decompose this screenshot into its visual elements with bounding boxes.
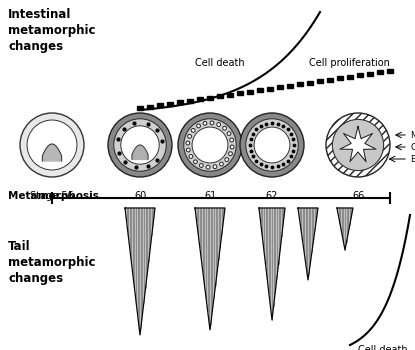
- Polygon shape: [132, 145, 148, 159]
- Bar: [307, 80, 313, 85]
- Bar: [357, 73, 363, 77]
- Bar: [327, 78, 333, 82]
- Circle shape: [188, 134, 191, 138]
- Bar: [297, 82, 303, 86]
- Circle shape: [27, 120, 77, 170]
- Bar: [247, 90, 253, 93]
- Circle shape: [192, 127, 228, 163]
- Circle shape: [223, 126, 227, 130]
- Circle shape: [220, 162, 223, 166]
- Bar: [387, 69, 393, 73]
- Bar: [217, 94, 223, 98]
- Circle shape: [213, 165, 217, 169]
- Circle shape: [189, 155, 193, 158]
- Text: Cell proliferation: Cell proliferation: [309, 58, 390, 68]
- Circle shape: [203, 121, 207, 125]
- Circle shape: [229, 152, 232, 156]
- Circle shape: [227, 132, 231, 135]
- Text: E: E: [410, 154, 415, 163]
- Circle shape: [217, 122, 221, 126]
- Bar: [187, 99, 193, 103]
- Bar: [197, 97, 203, 101]
- Polygon shape: [340, 126, 376, 162]
- Bar: [157, 103, 163, 107]
- Text: Cell death: Cell death: [359, 345, 408, 350]
- Circle shape: [326, 113, 390, 177]
- Bar: [337, 76, 343, 80]
- Circle shape: [178, 113, 242, 177]
- Circle shape: [230, 145, 234, 149]
- Text: Cell death: Cell death: [195, 58, 245, 68]
- Bar: [147, 105, 153, 108]
- Circle shape: [191, 128, 195, 132]
- Text: Stage 56: Stage 56: [30, 191, 74, 201]
- Circle shape: [199, 163, 203, 167]
- Circle shape: [240, 113, 304, 177]
- Circle shape: [186, 141, 190, 145]
- Bar: [207, 96, 213, 99]
- Bar: [377, 70, 383, 74]
- Text: 61: 61: [204, 191, 216, 201]
- Circle shape: [197, 124, 200, 128]
- Text: Tail
metamorphic
changes: Tail metamorphic changes: [8, 240, 95, 285]
- Circle shape: [332, 119, 383, 170]
- Bar: [257, 88, 263, 92]
- Bar: [177, 100, 183, 104]
- Polygon shape: [42, 144, 61, 161]
- Bar: [137, 106, 143, 110]
- Polygon shape: [195, 208, 225, 330]
- Circle shape: [108, 113, 172, 177]
- Text: Metamorphosis: Metamorphosis: [8, 191, 99, 201]
- Bar: [167, 102, 173, 106]
- Bar: [267, 87, 273, 91]
- Bar: [367, 72, 373, 76]
- Polygon shape: [125, 208, 155, 335]
- Circle shape: [186, 148, 190, 152]
- Polygon shape: [298, 208, 318, 280]
- Circle shape: [20, 113, 84, 177]
- Bar: [317, 79, 323, 83]
- Text: 62: 62: [266, 191, 278, 201]
- Text: C: C: [410, 142, 415, 152]
- Text: 60: 60: [134, 191, 146, 201]
- Circle shape: [230, 138, 234, 142]
- Circle shape: [246, 119, 298, 171]
- Circle shape: [184, 119, 236, 171]
- Circle shape: [225, 158, 229, 161]
- Bar: [277, 85, 283, 89]
- Circle shape: [193, 160, 197, 164]
- Circle shape: [254, 127, 290, 163]
- Text: Intestinal
metamorphic
changes: Intestinal metamorphic changes: [8, 8, 95, 53]
- Circle shape: [121, 126, 159, 164]
- Circle shape: [206, 165, 210, 169]
- Text: 66: 66: [352, 191, 364, 201]
- Bar: [227, 93, 233, 97]
- Bar: [237, 91, 243, 95]
- Circle shape: [210, 121, 214, 125]
- Bar: [287, 84, 293, 88]
- Polygon shape: [337, 208, 353, 250]
- Circle shape: [114, 119, 166, 171]
- Text: M: M: [410, 131, 415, 140]
- Bar: [347, 75, 353, 79]
- Polygon shape: [259, 208, 285, 320]
